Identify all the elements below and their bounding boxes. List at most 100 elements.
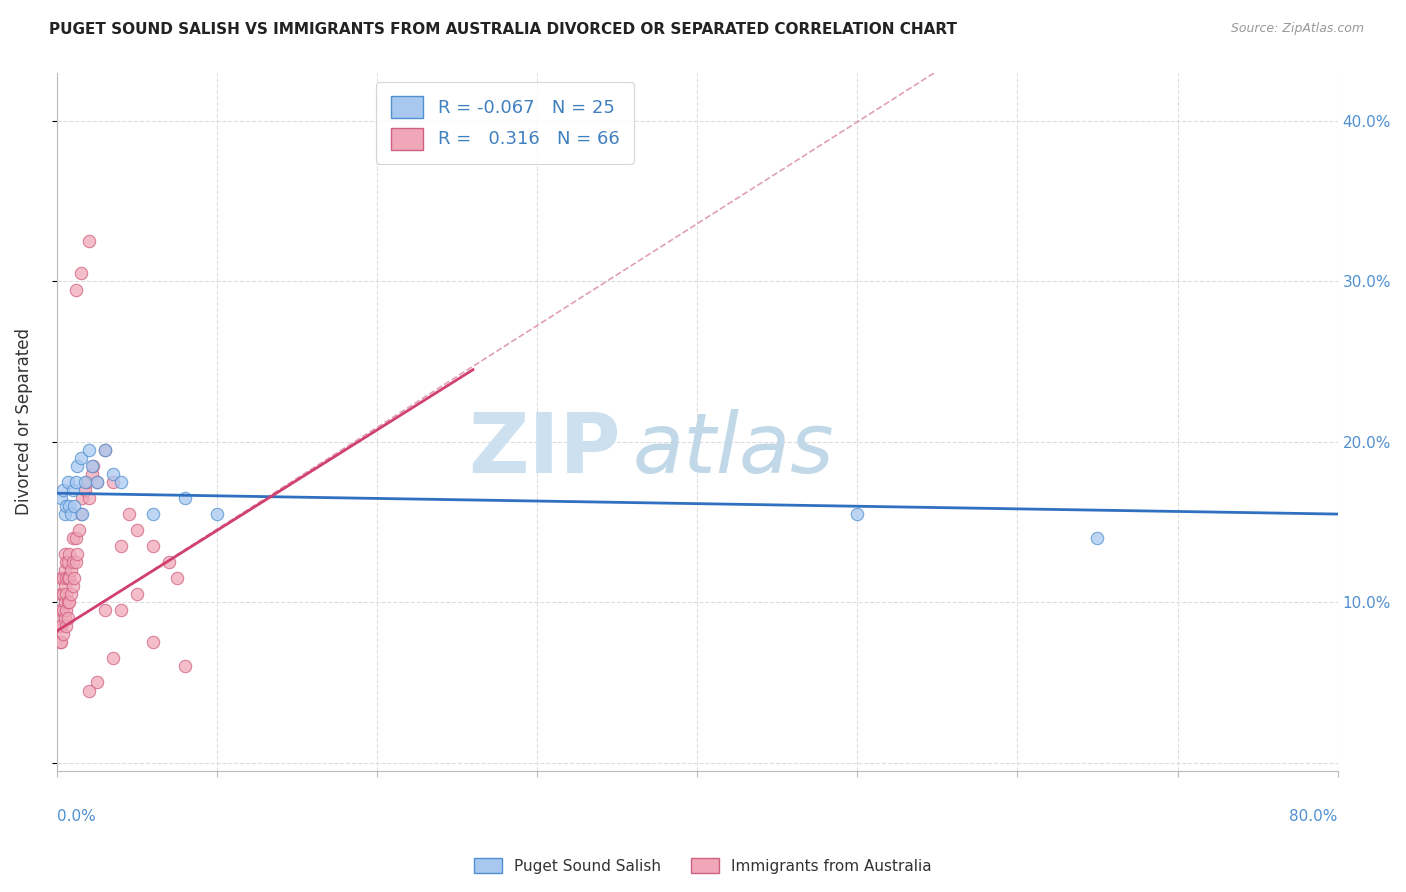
Point bbox=[80, 458, 103, 473]
Point bbox=[53, 507, 76, 521]
Point bbox=[53, 563, 76, 577]
Point bbox=[77, 235, 100, 249]
Point bbox=[53, 611, 76, 625]
Point bbox=[51, 619, 73, 633]
Point bbox=[58, 571, 80, 585]
Point bbox=[60, 563, 83, 577]
Point bbox=[65, 555, 87, 569]
Point bbox=[52, 571, 75, 585]
Point bbox=[56, 475, 79, 489]
Point bbox=[55, 571, 77, 585]
Point bbox=[55, 555, 77, 569]
Text: ZIP: ZIP bbox=[468, 409, 620, 491]
Point bbox=[142, 635, 165, 649]
Point bbox=[51, 571, 73, 585]
Text: atlas: atlas bbox=[633, 409, 835, 491]
Point bbox=[52, 603, 75, 617]
Point bbox=[70, 491, 93, 505]
Point bbox=[77, 491, 100, 505]
Point bbox=[75, 483, 97, 497]
Point bbox=[60, 507, 83, 521]
Point bbox=[55, 603, 77, 617]
Point bbox=[80, 467, 103, 481]
Point bbox=[58, 595, 80, 609]
Point bbox=[101, 467, 124, 481]
Point bbox=[173, 491, 195, 505]
Point bbox=[53, 579, 76, 593]
Point bbox=[846, 507, 869, 521]
Point bbox=[55, 619, 77, 633]
Text: 80.0%: 80.0% bbox=[1289, 809, 1337, 824]
Point bbox=[53, 547, 76, 561]
Point bbox=[110, 475, 132, 489]
Point bbox=[66, 458, 89, 473]
Point bbox=[49, 611, 72, 625]
Point bbox=[86, 675, 108, 690]
Point bbox=[75, 475, 97, 489]
Point bbox=[62, 555, 84, 569]
Point bbox=[76, 475, 98, 489]
Point bbox=[60, 587, 83, 601]
Point bbox=[63, 571, 86, 585]
Point bbox=[52, 587, 75, 601]
Legend: Puget Sound Salish, Immigrants from Australia: Puget Sound Salish, Immigrants from Aust… bbox=[468, 852, 938, 880]
Point bbox=[52, 627, 75, 641]
Point bbox=[65, 531, 87, 545]
Point bbox=[51, 603, 73, 617]
Point bbox=[101, 651, 124, 665]
Y-axis label: Divorced or Separated: Divorced or Separated bbox=[15, 328, 32, 516]
Point bbox=[118, 507, 141, 521]
Point bbox=[56, 555, 79, 569]
Point bbox=[63, 499, 86, 513]
Legend: R = -0.067   N = 25, R =   0.316   N = 66: R = -0.067 N = 25, R = 0.316 N = 66 bbox=[377, 82, 634, 164]
Text: PUGET SOUND SALISH VS IMMIGRANTS FROM AUSTRALIA DIVORCED OR SEPARATED CORRELATIO: PUGET SOUND SALISH VS IMMIGRANTS FROM AU… bbox=[49, 22, 957, 37]
Point bbox=[67, 523, 90, 537]
Point bbox=[49, 619, 72, 633]
Point bbox=[142, 539, 165, 553]
Point bbox=[77, 442, 100, 457]
Point bbox=[93, 442, 115, 457]
Point bbox=[173, 659, 195, 673]
Point bbox=[65, 283, 87, 297]
Point bbox=[51, 635, 73, 649]
Point bbox=[66, 547, 89, 561]
Point bbox=[58, 547, 80, 561]
Point bbox=[125, 523, 148, 537]
Point bbox=[65, 475, 87, 489]
Point bbox=[55, 587, 77, 601]
Point bbox=[93, 442, 115, 457]
Point bbox=[86, 475, 108, 489]
Point bbox=[56, 571, 79, 585]
Point bbox=[101, 475, 124, 489]
Point bbox=[62, 579, 84, 593]
Point bbox=[205, 507, 228, 521]
Point bbox=[1087, 531, 1109, 545]
Point bbox=[56, 595, 79, 609]
Point bbox=[110, 539, 132, 553]
Point bbox=[55, 499, 77, 513]
Point bbox=[56, 611, 79, 625]
Point bbox=[62, 483, 84, 497]
Point bbox=[110, 603, 132, 617]
Point bbox=[69, 450, 91, 465]
Point bbox=[166, 571, 188, 585]
Point bbox=[86, 475, 108, 489]
Point bbox=[51, 491, 73, 505]
Point bbox=[51, 587, 73, 601]
Text: 0.0%: 0.0% bbox=[56, 809, 96, 824]
Point bbox=[62, 531, 84, 545]
Point bbox=[125, 587, 148, 601]
Point bbox=[142, 507, 165, 521]
Point bbox=[93, 603, 115, 617]
Point bbox=[49, 635, 72, 649]
Point bbox=[69, 507, 91, 521]
Point bbox=[53, 595, 76, 609]
Text: Source: ZipAtlas.com: Source: ZipAtlas.com bbox=[1230, 22, 1364, 36]
Point bbox=[70, 507, 93, 521]
Point bbox=[58, 499, 80, 513]
Point bbox=[82, 458, 104, 473]
Point bbox=[52, 483, 75, 497]
Point bbox=[157, 555, 180, 569]
Point bbox=[69, 267, 91, 281]
Point bbox=[77, 683, 100, 698]
